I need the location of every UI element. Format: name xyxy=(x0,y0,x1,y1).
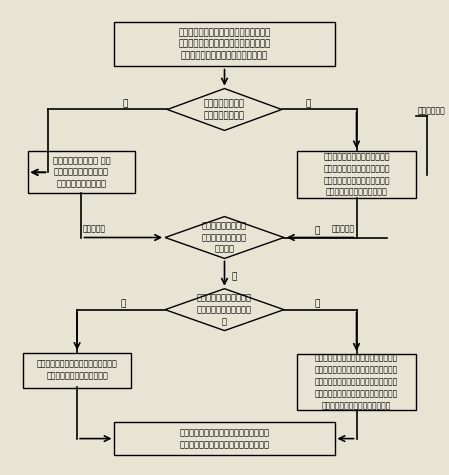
Text: 是: 是 xyxy=(121,299,126,308)
Text: 惯性导航以此时刻机车头的经纬
度信息和机车头的速度信息作为
初始值，推算出下一时刻机车头
经纬度信息和机车头速度信息: 惯性导航以此时刻机车头的经纬 度信息和机车头的速度信息作为 初始值，推算出下一时… xyxy=(323,152,390,197)
Bar xyxy=(23,353,131,388)
Bar xyxy=(27,152,136,193)
Text: 接收的经纬度信息是
否开始转向点经纬度
坐标重合: 接收的经纬度信息是 否开始转向点经纬度 坐标重合 xyxy=(202,221,247,254)
Text: 列车控制系统检测
且星信号是否有效: 列车控制系统检测 且星信号是否有效 xyxy=(204,99,245,120)
Bar xyxy=(297,354,416,410)
Text: 经纬度信息: 经纬度信息 xyxy=(331,225,354,234)
Bar xyxy=(114,22,335,66)
Text: 依照线路顺序，将线路上每个转向区间的
经纬度坐标，以及转向区间经纬度坐标对
应的机车头灯旋转角度存储于存储模块: 依照线路顺序，将线路上每个转向区间的 经纬度坐标，以及转向区间经纬度坐标对 应的… xyxy=(178,28,271,61)
Text: 是: 是 xyxy=(123,99,128,108)
Text: 否: 否 xyxy=(305,99,311,108)
Text: 接收的经纬度信息与该时
刻转向区间经纬度是否相
同: 接收的经纬度信息与该时 刻转向区间经纬度是否相 同 xyxy=(197,294,252,326)
Polygon shape xyxy=(165,217,284,258)
Text: 控制输出单元读取该时刻转向区间经纬
度坐标相对应的旋转角度信息: 控制输出单元读取该时刻转向区间经纬 度坐标相对应的旋转角度信息 xyxy=(37,360,118,380)
Bar xyxy=(114,422,335,456)
Text: 控制输出单元读取该时刻转向区间经纬度
坐标相对应的旋转角度信息，将该时刻的
经纬度信息暂存，若接收到的经纬度信息
再次与区间经纬度信息重合，将暂存经纬
信息写入: 控制输出单元读取该时刻转向区间经纬度 坐标相对应的旋转角度信息，将该时刻的 经纬… xyxy=(315,354,398,410)
Text: 控制输出单元将旋转角度信息传输至机车
头控制云台，控制机车头灯旋转对应角度: 控制输出单元将旋转角度信息传输至机车 头控制云台，控制机车头灯旋转对应角度 xyxy=(180,428,269,449)
Text: 导航解算单元解析出 星座
数据中的机车头的经纬度
信息和机车头速度信息: 导航解算单元解析出 星座 数据中的机车头的经纬度 信息和机车头速度信息 xyxy=(53,156,110,189)
Polygon shape xyxy=(165,289,284,331)
Text: 经纬度信息: 经纬度信息 xyxy=(83,225,106,234)
Text: 是: 是 xyxy=(231,273,237,282)
Text: 否: 否 xyxy=(314,299,320,308)
Bar xyxy=(297,152,416,198)
Polygon shape xyxy=(167,88,282,131)
Text: 否: 否 xyxy=(314,227,320,236)
Text: 经纬度和速度: 经纬度和速度 xyxy=(417,106,445,115)
